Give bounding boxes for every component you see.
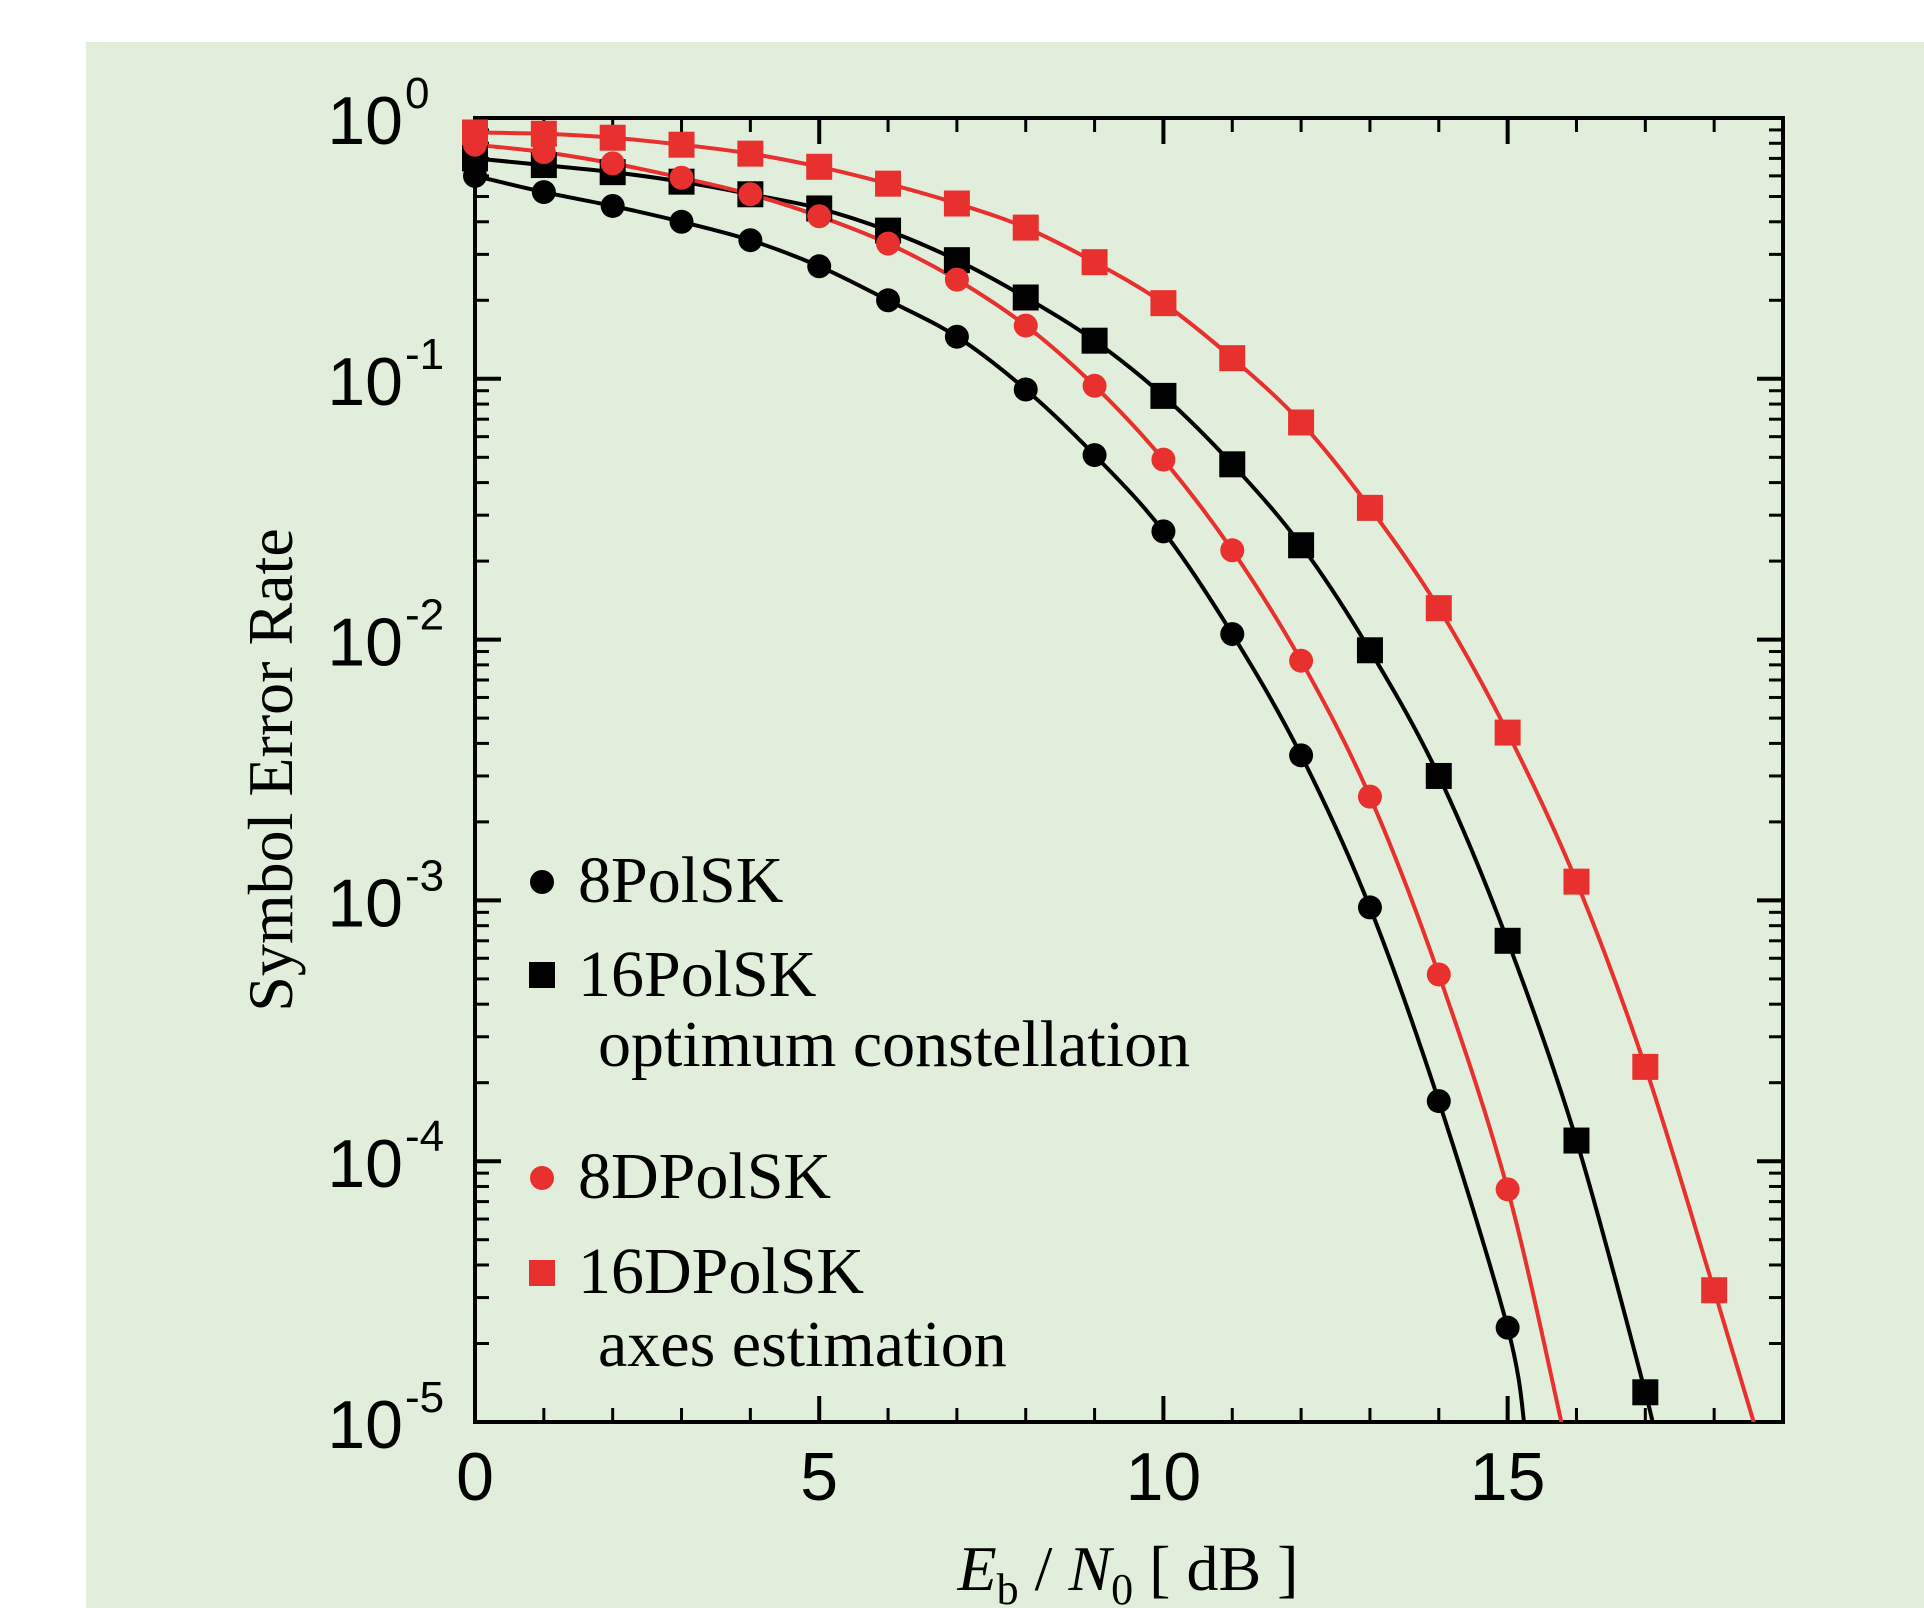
data-point-16polsk <box>1012 284 1039 311</box>
data-point-16dpolsk <box>668 131 695 158</box>
legend-marker-16dpolsk <box>529 1260 555 1286</box>
data-point-8dpolsk <box>876 231 901 256</box>
data-point-8polsk <box>807 254 832 279</box>
legend-label-16dpolsk: 16DPolSK <box>578 1235 864 1308</box>
legend-caption-16polsk: optimum constellation <box>598 1008 1190 1081</box>
data-point-16dpolsk <box>1150 290 1177 317</box>
data-point-16dpolsk <box>1081 249 1108 276</box>
x-tick-label: 15 <box>1470 1439 1546 1515</box>
markers-layer <box>462 119 1728 1406</box>
data-point-8polsk <box>531 180 556 205</box>
data-point-16dpolsk <box>1563 868 1590 895</box>
y-tick-exponent: -3 <box>405 851 444 900</box>
legend-label-8polsk: 8PolSK <box>578 844 783 917</box>
data-point-8polsk <box>1220 622 1245 647</box>
data-point-16dpolsk <box>737 140 764 167</box>
data-point-16polsk <box>1219 451 1246 478</box>
y-tick-exponent: 0 <box>405 69 429 118</box>
legend-label-16polsk: 16PolSK <box>578 938 816 1011</box>
y-tick-label: 10 <box>327 1387 403 1463</box>
data-point-16dpolsk <box>1632 1053 1659 1080</box>
series-line-16dpolsk <box>475 130 1756 1422</box>
legend-caption-16dpolsk: axes estimation <box>598 1308 1007 1381</box>
x-tick-labels: 0 5 10 15 <box>456 1439 1545 1515</box>
data-point-8dpolsk <box>1151 447 1176 472</box>
data-point-16polsk <box>1563 1127 1590 1154</box>
plot-frame <box>473 116 1785 1424</box>
data-point-8dpolsk <box>1220 538 1245 563</box>
data-point-16dpolsk <box>1701 1277 1728 1304</box>
data-point-16polsk <box>1425 762 1452 789</box>
data-point-8dpolsk <box>669 165 694 190</box>
y-tick-label: 10 <box>327 605 403 681</box>
data-point-8polsk <box>944 324 969 349</box>
data-point-16dpolsk <box>875 170 902 197</box>
x-tick-label: 10 <box>1126 1439 1202 1515</box>
series-layer <box>475 130 1756 1422</box>
data-point-16dpolsk <box>1356 494 1383 521</box>
y-tick-exponent: -2 <box>405 591 444 640</box>
data-point-16dpolsk <box>1219 345 1246 372</box>
data-point-8polsk <box>876 288 901 313</box>
data-point-16dpolsk <box>462 119 488 146</box>
data-point-16polsk <box>1150 382 1177 409</box>
data-point-8dpolsk <box>1357 784 1382 809</box>
y-tick-exponent: -1 <box>405 330 444 379</box>
data-point-16polsk <box>1081 327 1108 354</box>
data-point-8polsk <box>600 193 625 218</box>
data-point-16dpolsk <box>1288 409 1315 436</box>
data-point-16polsk <box>1356 637 1383 664</box>
y-axis-title: Symbol Error Rate <box>235 528 306 1011</box>
x-tick-label: 0 <box>456 1439 494 1515</box>
data-point-16polsk <box>1494 927 1521 954</box>
data-point-16dpolsk <box>530 120 557 147</box>
legend-marker-8polsk <box>530 870 554 894</box>
legend-marker-8dpolsk <box>530 1166 554 1190</box>
y-tick-label: 10 <box>327 1126 403 1202</box>
data-point-16dpolsk <box>943 190 970 217</box>
data-point-16dpolsk <box>1012 214 1039 241</box>
data-point-8polsk <box>1357 895 1382 920</box>
data-point-8dpolsk <box>1495 1177 1520 1202</box>
legend-label-8dpolsk: 8DPolSK <box>578 1140 831 1213</box>
data-point-8polsk <box>1426 1089 1451 1114</box>
data-point-8dpolsk <box>944 267 969 292</box>
data-point-16dpolsk <box>1494 719 1521 746</box>
legend-marker-16polsk <box>529 962 555 988</box>
data-point-8dpolsk <box>1082 373 1107 398</box>
x-axis-title: Eb / N0 [ dB ] <box>957 1533 1299 1608</box>
data-point-8polsk <box>1082 443 1107 468</box>
y-tick-label: 10 <box>327 344 403 420</box>
data-point-16dpolsk <box>599 124 626 151</box>
y-tick-exponent: -4 <box>405 1112 444 1161</box>
data-point-8polsk <box>1495 1315 1520 1340</box>
data-point-8dpolsk <box>738 182 763 207</box>
data-point-8polsk <box>1151 519 1176 544</box>
data-point-8polsk <box>1013 377 1038 402</box>
data-point-16dpolsk <box>806 153 833 180</box>
legend: 8PolSK 16PolSK optimum constellation 8DP… <box>529 844 1190 1381</box>
data-point-16polsk <box>1288 532 1315 559</box>
data-point-8polsk <box>669 209 694 234</box>
data-point-8dpolsk <box>600 151 625 176</box>
x-tick-label: 5 <box>800 1439 838 1515</box>
data-point-16dpolsk <box>1425 595 1452 622</box>
data-point-8dpolsk <box>1426 962 1451 987</box>
data-point-8dpolsk <box>807 204 832 229</box>
data-point-8dpolsk <box>1289 648 1314 673</box>
data-point-8polsk <box>738 228 763 253</box>
axis-major-ticks <box>473 116 1783 1424</box>
data-point-16polsk <box>1632 1379 1659 1406</box>
y-tick-exponent: -5 <box>405 1373 444 1422</box>
data-point-8polsk <box>1289 743 1314 768</box>
y-minor-ticks <box>475 118 1783 1422</box>
data-point-8dpolsk <box>1013 313 1038 338</box>
y-tick-label: 10 <box>327 865 403 941</box>
plot-panel <box>86 42 1924 1608</box>
y-tick-label: 10 <box>327 83 403 159</box>
